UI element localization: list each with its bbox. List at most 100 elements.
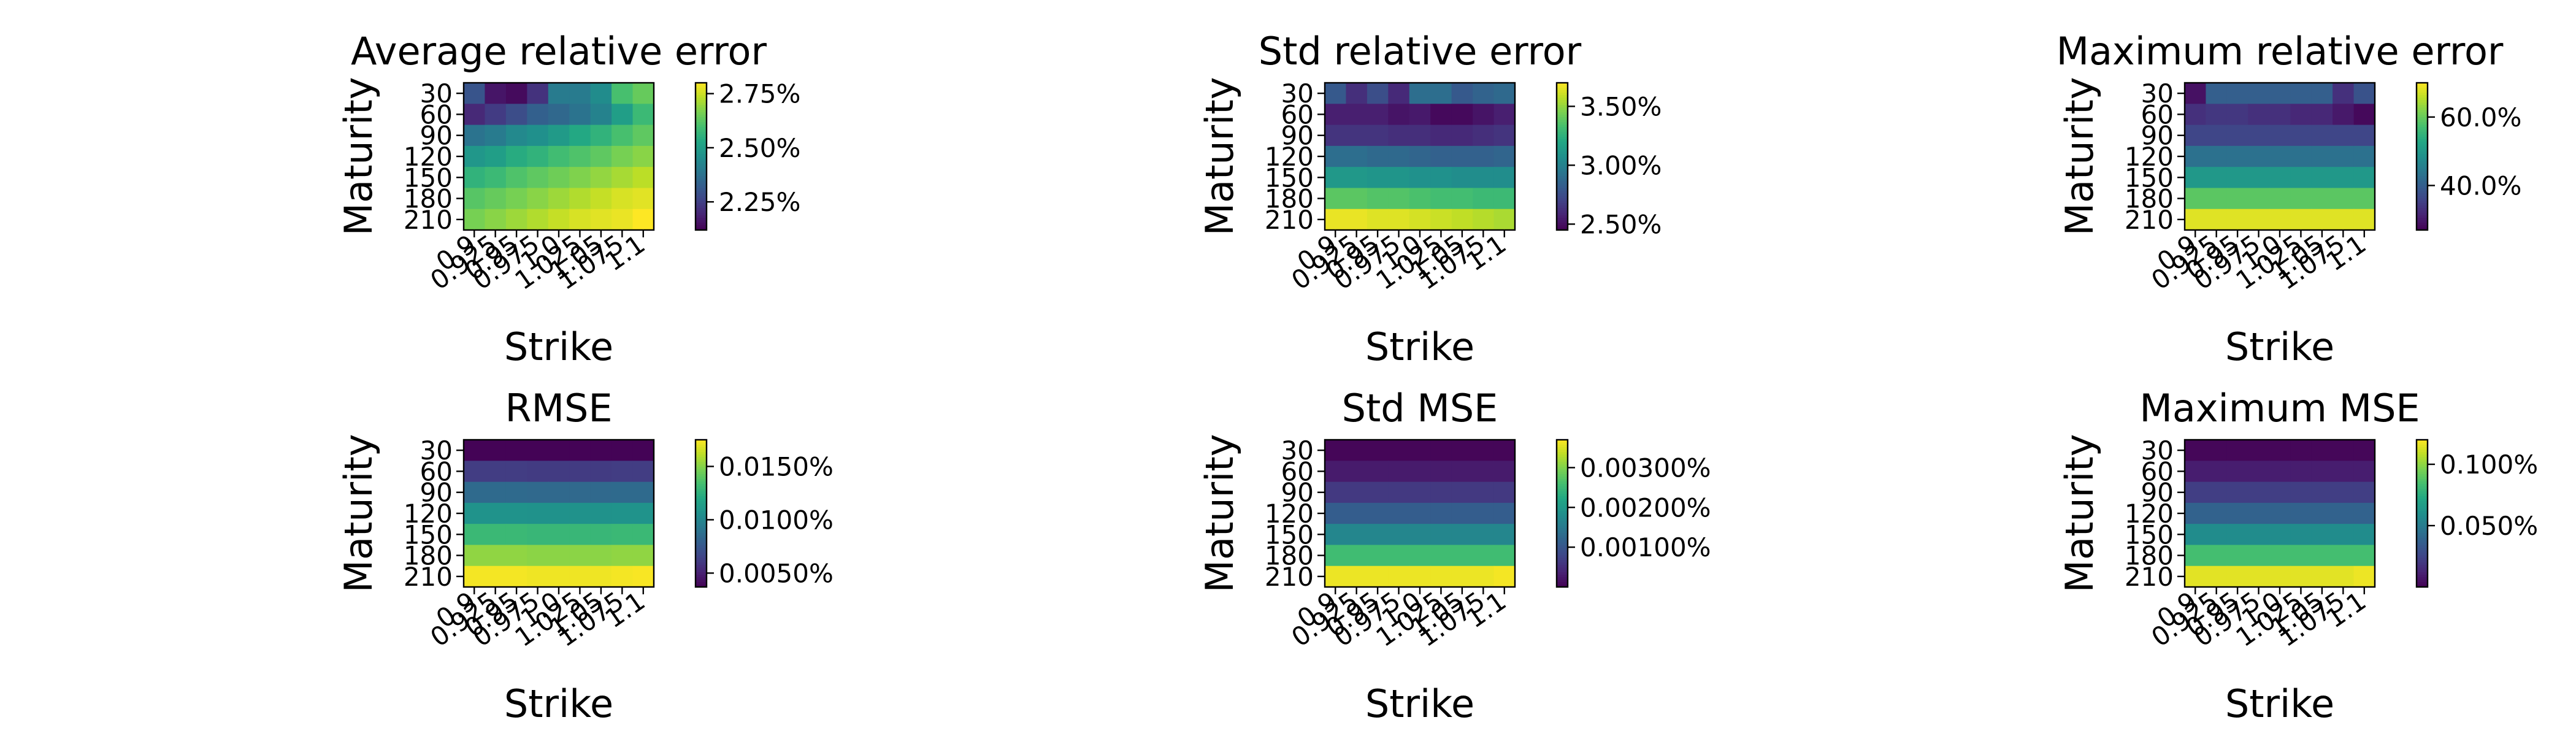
colorbar-segment <box>1557 159 1568 162</box>
heatmap-cell <box>1493 125 1516 147</box>
y-tick-label: 210 <box>2125 562 2174 592</box>
colorbar-segment <box>2417 220 2428 223</box>
colorbar-segment <box>1557 142 1568 145</box>
heatmap-cell <box>1367 524 1389 546</box>
colorbar-segment <box>2417 538 2428 541</box>
heatmap-cell <box>2226 188 2248 210</box>
heatmap-cell <box>1325 104 1347 126</box>
heatmap-cell <box>485 83 507 104</box>
colorbar-segment <box>1557 144 1568 147</box>
colorbar-segment <box>1557 196 1568 199</box>
colorbar-segment <box>1557 577 1568 580</box>
heatmap-cell <box>1430 188 1452 210</box>
heatmap-cell <box>2311 83 2333 104</box>
y-tick-label: 180 <box>2125 541 2174 571</box>
heatmap-cell <box>464 83 486 104</box>
colorbar-segment <box>1557 149 1568 152</box>
colorbar-segment <box>696 545 707 548</box>
colorbar-segment <box>2417 440 2428 443</box>
colorbar-segment <box>696 85 707 88</box>
colorbar-segment <box>2417 196 2428 199</box>
heatmap-cell <box>2248 167 2270 189</box>
colorbar-segment <box>696 565 707 568</box>
y-tick-label: 150 <box>1265 519 1314 550</box>
heatmap-cell <box>1409 188 1431 210</box>
heatmap-cell <box>2290 545 2312 567</box>
colorbar-segment <box>2417 90 2428 93</box>
colorbar-segment <box>2417 501 2428 504</box>
heatmap-cell <box>1451 167 1473 189</box>
heatmap-cell <box>1388 104 1410 126</box>
heatmap-cell <box>2269 83 2291 104</box>
colorbar-segment <box>1557 164 1568 167</box>
heatmap-cell <box>2226 104 2248 126</box>
y-tick-label: 90 <box>2141 478 2174 508</box>
y-tick-label: 120 <box>1265 499 1314 529</box>
colorbar-segment <box>696 560 707 563</box>
colorbar-segment <box>2417 102 2428 105</box>
colorbar-segment <box>1557 585 1568 588</box>
colorbar-segment <box>1557 467 1568 470</box>
heatmap-cell <box>611 502 634 524</box>
heatmap-cell <box>2333 440 2355 461</box>
heatmap-cell <box>2226 502 2248 524</box>
colorbar-segment <box>1557 450 1568 453</box>
heatmap-cell <box>2353 167 2375 189</box>
colorbar-segment <box>1557 129 1568 132</box>
heatmap-cell <box>1473 545 1495 567</box>
heatmap-cell <box>1430 145 1452 167</box>
colorbar-segment <box>2417 481 2428 485</box>
colorbar-segment <box>1557 176 1568 179</box>
heatmap-cell <box>1473 502 1495 524</box>
heatmap-cell <box>1409 83 1431 104</box>
heatmap-cell <box>1473 440 1495 461</box>
colorbar-segment <box>696 142 707 145</box>
heatmap-cell <box>485 145 507 167</box>
heatmap-cell <box>2353 209 2375 231</box>
heatmap-cell <box>590 440 612 461</box>
heatmap-cell <box>2206 209 2228 231</box>
colorbar-segment <box>696 203 707 206</box>
heatmap-cell <box>1451 209 1473 231</box>
heatmap-cell <box>2185 104 2207 126</box>
heatmap-cell <box>1493 502 1516 524</box>
heatmap-cell <box>485 524 507 546</box>
heatmap-cell <box>1325 502 1347 524</box>
colorbar-segment <box>696 531 707 534</box>
heatmap-cell <box>2185 502 2207 524</box>
panel-title: Maximum MSE <box>2139 386 2420 431</box>
colorbar-tick-label: 0.00200% <box>1580 493 1711 523</box>
heatmap-cell <box>548 188 570 210</box>
colorbar-segment <box>2417 506 2428 509</box>
heatmap-cell <box>2269 461 2291 483</box>
colorbar-segment <box>696 117 707 120</box>
colorbar-segment <box>1557 558 1568 561</box>
colorbar-segment <box>2417 139 2428 142</box>
heatmap-cell <box>1451 440 1473 461</box>
x-axis-label: Strike <box>504 681 613 726</box>
heatmap-cell <box>1367 125 1389 147</box>
heatmap-cell <box>2269 440 2291 461</box>
heatmap-cell <box>485 461 507 483</box>
heatmap-cell <box>569 440 591 461</box>
colorbar-segment <box>1557 506 1568 509</box>
heatmap-cell <box>1451 104 1473 126</box>
heatmap-cell <box>527 125 549 147</box>
heatmap-cell <box>2248 209 2270 231</box>
heatmap-cell <box>1388 167 1410 189</box>
heatmap-cell <box>1473 524 1495 546</box>
colorbar-segment <box>696 472 707 475</box>
colorbar-segment <box>696 484 707 487</box>
colorbar-tick-label: 0.050% <box>2440 511 2538 541</box>
heatmap-cell <box>1473 167 1495 189</box>
colorbar-segment <box>1557 479 1568 482</box>
colorbar-segment <box>1557 178 1568 182</box>
colorbar-segment <box>2417 570 2428 573</box>
colorbar-segment <box>2417 472 2428 475</box>
heatmap-cell <box>2206 145 2228 167</box>
colorbar-segment <box>696 496 707 499</box>
colorbar-segment <box>696 156 707 159</box>
colorbar-segment <box>2417 528 2428 531</box>
heatmap-cell <box>505 502 527 524</box>
colorbar-segment <box>1557 210 1568 213</box>
